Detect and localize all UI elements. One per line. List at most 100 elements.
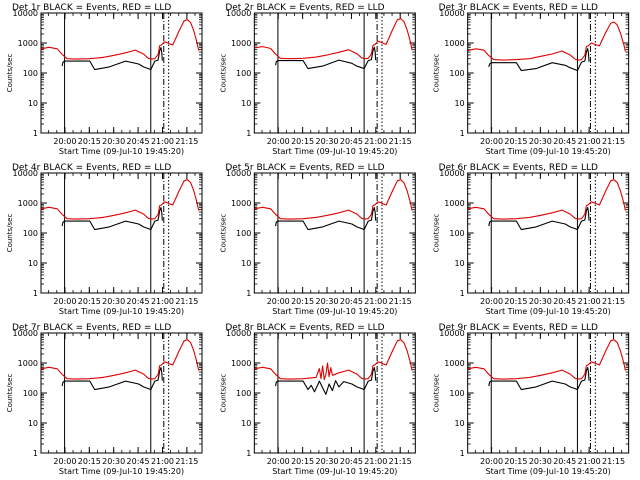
events-series-line: [488, 48, 590, 72]
x-tick-label: 20:15: [504, 297, 527, 306]
x-axis-label: Start Time (09-Jul-10 19:45:20): [272, 307, 397, 316]
y-tick-label: 10000: [226, 329, 251, 338]
x-tick-label: 20:45: [553, 137, 576, 146]
x-axis-label: Start Time (09-Jul-10 19:45:20): [59, 467, 184, 476]
x-tick-label: 20:30: [315, 137, 338, 146]
x-tick-label: 20:45: [127, 297, 150, 306]
y-tick-label: 10: [28, 99, 38, 108]
y-tick-label: 100: [449, 389, 464, 398]
x-tick-label: 20:00: [267, 297, 290, 306]
x-tick-label: 20:30: [529, 297, 552, 306]
chart-panel-2: Det 2r BLACK = Events, RED = LLD 1 10 100 10…: [219, 3, 416, 156]
chart-title: Det 9r BLACK = Events, RED = LLD: [439, 323, 598, 333]
x-tick-label: 20:30: [315, 457, 338, 466]
y-tick-label: 1: [33, 289, 38, 298]
plot-frame: [40, 12, 203, 134]
chart-title: Det 8r BLACK = Events, RED = LLD: [225, 323, 384, 333]
x-tick-label: 20:00: [53, 137, 76, 146]
x-tick-label: 20:00: [267, 137, 290, 146]
x-tick-label: 21:15: [602, 297, 625, 306]
chart-panel-5: Det 5r BLACK = Events, RED = LLD 1 10 100 10…: [219, 163, 416, 316]
y-tick-label: 100: [449, 69, 464, 78]
y-tick-label: 10000: [226, 169, 251, 178]
plot-frame: [253, 12, 416, 134]
y-axis-label: Counts/sec: [433, 214, 441, 253]
x-axis-label: Start Time (09-Jul-10 19:45:20): [272, 147, 397, 156]
y-tick-label: 1000: [231, 39, 251, 48]
x-tick-label: 20:30: [529, 457, 552, 466]
x-tick-label: 20:00: [267, 457, 290, 466]
x-tick-label: 21:15: [175, 137, 198, 146]
chart-title: Det 2r BLACK = Events, RED = LLD: [225, 3, 384, 13]
x-tick-label: 21:00: [151, 137, 174, 146]
x-tick-label: 20:45: [340, 137, 363, 146]
x-tick-label: 21:15: [389, 297, 412, 306]
y-tick-label: 100: [23, 229, 38, 238]
y-tick-label: 1: [460, 129, 465, 138]
x-axis-label: Start Time (09-Jul-10 19:45:20): [59, 307, 184, 316]
x-tick-label: 20:00: [480, 137, 503, 146]
y-axis-label: Counts/sec: [219, 374, 227, 413]
events-series-line: [61, 47, 163, 71]
x-tick-label: 21:00: [151, 457, 174, 466]
y-axis-label: Counts/sec: [433, 374, 441, 413]
x-tick-label: 21:15: [175, 457, 198, 466]
y-axis-label: Counts/sec: [433, 54, 441, 93]
chart-panel-4: Det 4r BLACK = Events, RED = LLD 1 10 100 10…: [6, 163, 203, 316]
events-series-line: [61, 367, 163, 391]
x-tick-label: 20:30: [102, 457, 125, 466]
y-tick-label: 1000: [18, 39, 38, 48]
x-tick-label: 21:00: [364, 297, 387, 306]
y-tick-label: 1000: [18, 199, 38, 208]
y-tick-label: 10000: [13, 169, 38, 178]
plot-frame: [467, 12, 630, 134]
x-tick-label: 20:15: [78, 297, 101, 306]
x-tick-label: 21:00: [578, 137, 601, 146]
x-tick-label: 20:45: [127, 457, 150, 466]
plot-frame: [40, 172, 203, 294]
chart-panel-8: Det 8r BLACK = Events, RED = LLD 1 10 100 10…: [219, 323, 416, 476]
y-tick-label: 1000: [231, 359, 251, 368]
x-tick-label: 21:00: [364, 457, 387, 466]
y-tick-label: 100: [236, 389, 251, 398]
lld-series-line: [254, 18, 413, 60]
y-tick-label: 1: [460, 289, 465, 298]
y-axis-label: Counts/sec: [219, 54, 227, 93]
y-tick-label: 10: [454, 419, 464, 428]
x-tick-label: 21:15: [389, 137, 412, 146]
x-axis-label: Start Time (09-Jul-10 19:45:20): [59, 147, 184, 156]
x-tick-label: 21:00: [578, 457, 601, 466]
y-tick-label: 10: [241, 259, 251, 268]
chart-title: Det 3r BLACK = Events, RED = LLD: [439, 3, 598, 13]
x-tick-label: 20:45: [127, 137, 150, 146]
y-tick-label: 10: [454, 259, 464, 268]
y-tick-label: 100: [23, 69, 38, 78]
y-tick-label: 10000: [439, 9, 464, 18]
y-tick-label: 1000: [444, 39, 464, 48]
y-tick-label: 1000: [444, 359, 464, 368]
x-tick-label: 20:15: [504, 137, 527, 146]
y-tick-label: 1: [33, 449, 38, 458]
chart-title: Det 5r BLACK = Events, RED = LLD: [225, 163, 384, 173]
chart-panel-6: Det 6r BLACK = Events, RED = LLD 1 10 100 10…: [433, 163, 630, 316]
y-tick-label: 1: [246, 129, 251, 138]
lld-series-line: [254, 179, 413, 220]
x-tick-label: 20:45: [340, 297, 363, 306]
x-tick-label: 20:15: [291, 297, 314, 306]
y-tick-label: 10000: [439, 169, 464, 178]
y-axis-label: Counts/sec: [6, 374, 14, 413]
y-tick-label: 10: [28, 419, 38, 428]
x-tick-label: 21:15: [389, 457, 412, 466]
x-axis-label: Start Time (09-Jul-10 19:45:20): [272, 467, 397, 476]
x-axis-label: Start Time (09-Jul-10 19:45:20): [486, 307, 611, 316]
y-tick-label: 100: [236, 69, 251, 78]
plot-frame: [467, 172, 630, 294]
y-tick-label: 1: [33, 129, 38, 138]
y-tick-label: 10: [241, 419, 251, 428]
plot-frame: [467, 332, 630, 454]
plot-frame: [253, 332, 416, 454]
plot-frame: [253, 172, 416, 294]
x-tick-label: 20:30: [102, 297, 125, 306]
y-tick-label: 1: [460, 449, 465, 458]
events-series-line: [488, 207, 590, 231]
